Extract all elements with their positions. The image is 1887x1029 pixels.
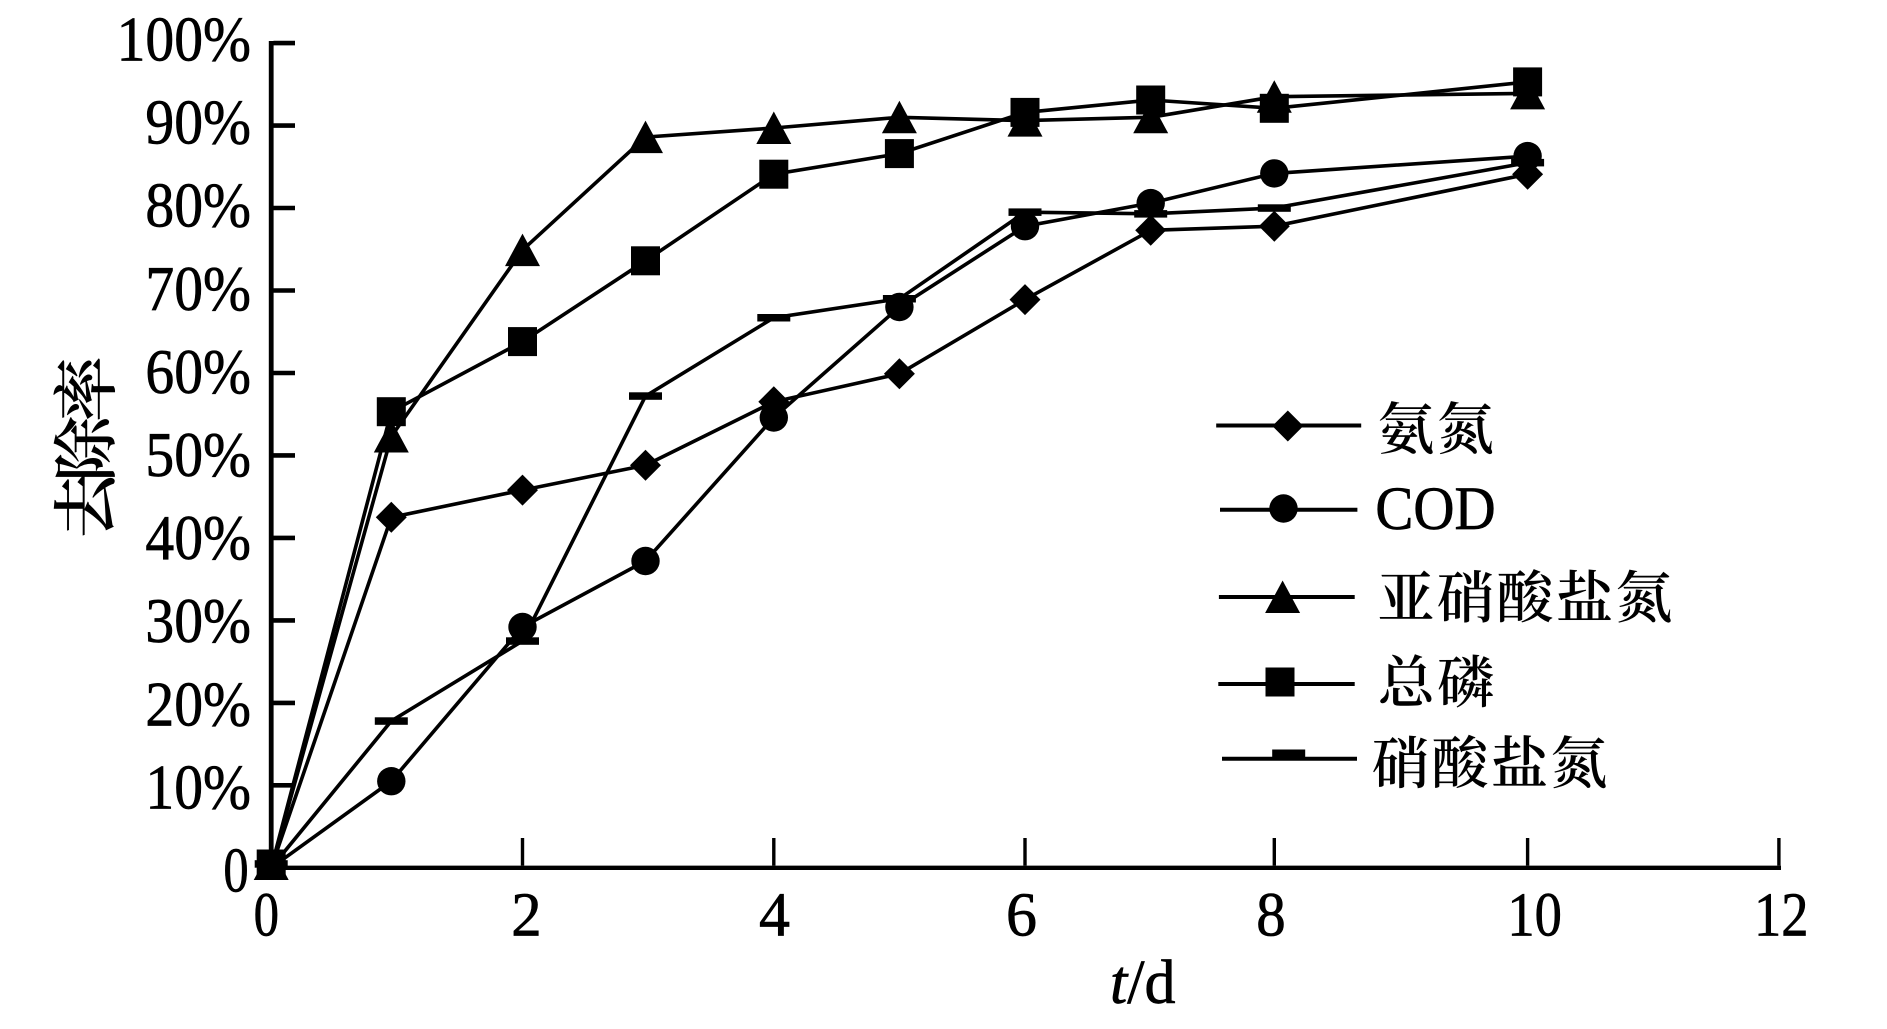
svg-text:60%: 60%: [145, 337, 251, 407]
svg-text:100%: 100%: [117, 5, 251, 75]
svg-text:COD: COD: [1375, 476, 1495, 543]
svg-text:50%: 50%: [145, 420, 251, 490]
svg-text:10%: 10%: [145, 753, 251, 823]
svg-text:t/d: t/d: [1110, 949, 1175, 1017]
svg-text:20%: 20%: [145, 670, 251, 740]
svg-text:8: 8: [1256, 881, 1285, 950]
svg-text:30%: 30%: [145, 586, 251, 656]
svg-text:90%: 90%: [145, 88, 251, 158]
svg-text:10: 10: [1507, 880, 1562, 949]
svg-text:0: 0: [223, 836, 248, 906]
svg-text:0: 0: [254, 881, 279, 950]
svg-text:2: 2: [511, 881, 541, 950]
svg-text:6: 6: [1006, 882, 1037, 950]
svg-text:40%: 40%: [145, 503, 251, 573]
svg-text:80%: 80%: [145, 171, 251, 241]
svg-text:4: 4: [759, 882, 790, 950]
svg-text:12: 12: [1754, 880, 1809, 949]
svg-text:70%: 70%: [145, 254, 251, 324]
